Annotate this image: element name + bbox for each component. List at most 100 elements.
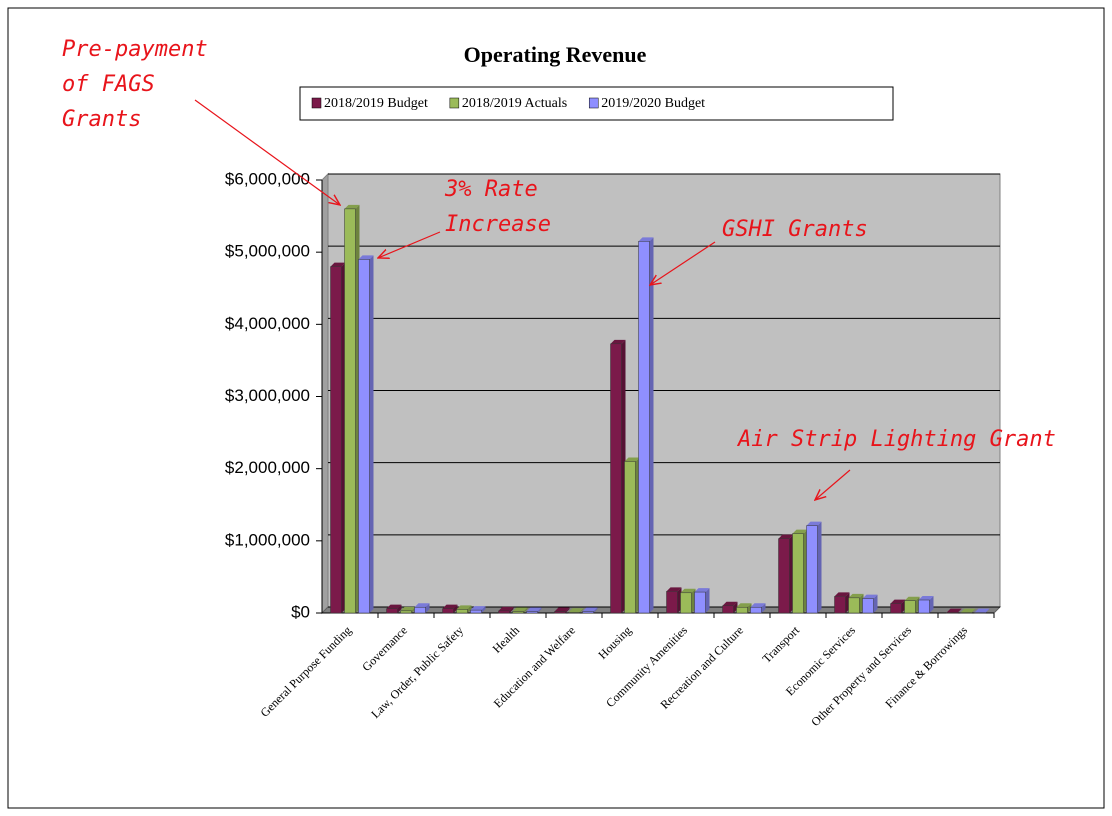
annotation: Air Strip Lighting Grant: [736, 427, 1056, 452]
bar-top: [358, 255, 374, 260]
legend-swatch: [449, 97, 460, 109]
bar-top: [974, 608, 990, 613]
bar-top: [792, 529, 808, 534]
bar-top: [442, 604, 458, 609]
bar-top: [512, 607, 528, 612]
bar: [456, 609, 468, 614]
y-tick-label: $2,000,000: [225, 458, 310, 477]
bar: [862, 598, 874, 614]
bar-top: [750, 603, 766, 608]
bar: [722, 605, 734, 614]
bar: [442, 608, 454, 614]
bar: [792, 533, 804, 614]
bar-top: [680, 588, 696, 593]
bar-side: [453, 604, 458, 613]
bar-side: [747, 603, 752, 613]
bar-side: [873, 594, 878, 613]
annotation-arrow: [815, 469, 851, 500]
bar-side: [593, 607, 598, 613]
bar: [806, 525, 818, 614]
legend-label: 2019/2020 Budget: [601, 96, 705, 111]
bar-top: [400, 606, 416, 611]
legend-swatch: [588, 97, 599, 109]
bar-top: [582, 607, 598, 612]
bar-side: [467, 605, 472, 613]
bar-top: [890, 599, 906, 604]
annotation: of FAGS: [62, 72, 155, 97]
bar-top: [806, 521, 822, 526]
bar-top: [736, 603, 752, 608]
bar-side: [537, 607, 542, 613]
annotation-arrow: [378, 231, 441, 258]
bar-top: [330, 262, 346, 267]
legend-label: 2018/2019 Actuals: [462, 96, 567, 111]
bar-side: [397, 604, 402, 613]
bar-top: [386, 604, 402, 609]
annotation: 3% Rate: [444, 177, 538, 202]
bar-side: [579, 608, 584, 613]
bar: [526, 611, 538, 614]
bar: [554, 611, 566, 614]
bar: [736, 606, 748, 614]
bar: [512, 611, 524, 614]
bar: [386, 608, 398, 614]
bar: [694, 591, 706, 614]
bar-side: [509, 606, 514, 613]
bar-side: [971, 608, 976, 613]
bar-top: [624, 457, 640, 462]
bar-side: [761, 603, 766, 613]
bar: [638, 241, 650, 614]
bar-side: [481, 606, 486, 613]
bar: [834, 596, 846, 614]
bar-top: [946, 608, 962, 613]
annotation-arrow: [650, 241, 716, 285]
bar-top: [862, 594, 878, 599]
annotation: Grants: [62, 107, 141, 132]
bar: [358, 259, 370, 614]
y-tick-label: $3,000,000: [225, 386, 310, 405]
bar-top: [834, 592, 850, 597]
bar-top: [666, 587, 682, 592]
bar-top: [848, 593, 864, 598]
bar: [890, 603, 902, 614]
bar: [344, 208, 356, 614]
bar-top: [960, 608, 976, 613]
bar: [918, 599, 930, 614]
annotation: Pre-payment: [62, 37, 208, 62]
bar-side: [985, 608, 990, 613]
y-tick-label: $5,000,000: [225, 242, 310, 261]
bar-top: [610, 339, 626, 344]
bar-side: [733, 601, 738, 613]
bar-top: [918, 596, 934, 601]
annotation: Increase: [445, 212, 551, 237]
bar: [568, 612, 580, 614]
side-wall: [321, 172, 329, 615]
bar: [414, 606, 426, 614]
bar-top: [470, 606, 486, 611]
bar: [582, 611, 594, 614]
bar-side: [425, 603, 430, 613]
bar: [400, 610, 412, 614]
bar-top: [722, 601, 738, 606]
legend-swatch: [311, 97, 322, 109]
bar: [904, 600, 916, 614]
bar-side: [817, 521, 822, 613]
annotation: GSHI Grants: [722, 217, 868, 242]
bar-side: [649, 237, 654, 613]
bar-side: [523, 607, 528, 613]
y-tick-label: $4,000,000: [225, 314, 310, 333]
y-tick-label: $6,000,000: [225, 169, 310, 188]
y-tick-label: $1,000,000: [225, 530, 310, 549]
bar: [330, 266, 342, 614]
annotation-arrow: [194, 99, 340, 205]
bar-top: [456, 605, 472, 610]
bar-top: [568, 608, 584, 613]
bar: [750, 606, 762, 614]
bar-side: [705, 588, 710, 613]
bar-side: [565, 607, 570, 613]
y-tick-label: $0: [291, 602, 310, 621]
bar-top: [414, 603, 430, 608]
bar-top: [904, 596, 920, 601]
bar: [848, 597, 860, 614]
